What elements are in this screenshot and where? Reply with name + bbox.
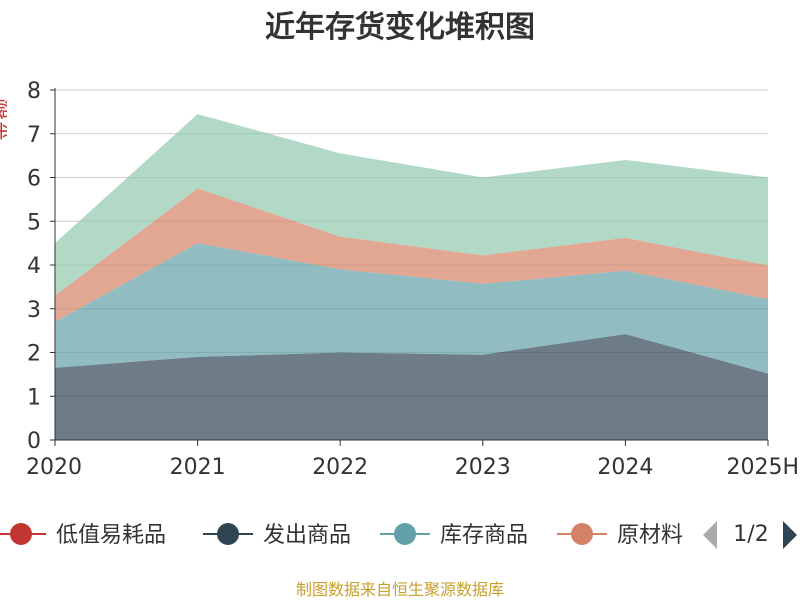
y-tick-label-1: 1 bbox=[27, 385, 41, 410]
legend-label-2: 库存商品 bbox=[440, 523, 528, 548]
y-tick-label-0: 0 bbox=[27, 429, 41, 454]
y-tick-label-5: 5 bbox=[27, 210, 41, 235]
chart-title: 近年存货变化堆积图 bbox=[265, 10, 535, 45]
legend: 低值易耗品 发出商品 库存商品 原材料 bbox=[0, 523, 683, 548]
axes: 0 1 2 3 4 5 6 7 8 2020 2021 2022 2023 2024 2025H bbox=[26, 79, 799, 480]
x-tick-label-5: 2025H bbox=[726, 455, 799, 480]
data-source-note: 制图数据来自恒生聚源数据库 bbox=[296, 580, 504, 599]
y-tick-label-3: 3 bbox=[27, 298, 41, 323]
legend-marker-0 bbox=[10, 523, 32, 545]
legend-marker-1 bbox=[217, 523, 239, 545]
x-tick-label-2: 2022 bbox=[312, 455, 368, 480]
legend-pager: 1/2 bbox=[703, 521, 797, 549]
x-tick-label-3: 2023 bbox=[455, 455, 511, 480]
legend-items: 低值易耗品 发出商品 库存商品 原材料 bbox=[0, 523, 683, 548]
y-tick-label-8: 8 bbox=[27, 79, 41, 104]
legend-marker-3 bbox=[571, 523, 593, 545]
y-axis-label: 金额 bbox=[0, 98, 14, 142]
x-tick-label-0: 2020 bbox=[26, 455, 82, 480]
next-page-arrow-icon[interactable] bbox=[783, 521, 797, 549]
area-series-2 bbox=[55, 188, 768, 322]
x-tick-label-4: 2024 bbox=[597, 455, 653, 480]
y-tick-label-7: 7 bbox=[27, 123, 41, 148]
y-tick-label-2: 2 bbox=[27, 342, 41, 367]
x-tick-label-1: 2021 bbox=[170, 455, 226, 480]
prev-page-arrow-icon[interactable] bbox=[703, 521, 717, 549]
y-tick-label-4: 4 bbox=[27, 254, 41, 279]
legend-page-indicator: 1/2 bbox=[733, 522, 768, 547]
legend-label-0: 低值易耗品 bbox=[56, 523, 166, 548]
legend-marker-2 bbox=[394, 523, 416, 545]
legend-label-1: 发出商品 bbox=[263, 523, 351, 548]
stacked-areas bbox=[55, 114, 768, 440]
area-series-1 bbox=[55, 243, 768, 374]
y-tick-label-6: 6 bbox=[27, 167, 41, 192]
area-series-3 bbox=[55, 114, 768, 296]
area-series-0 bbox=[55, 334, 768, 440]
legend-label-3: 原材料 bbox=[617, 523, 683, 548]
